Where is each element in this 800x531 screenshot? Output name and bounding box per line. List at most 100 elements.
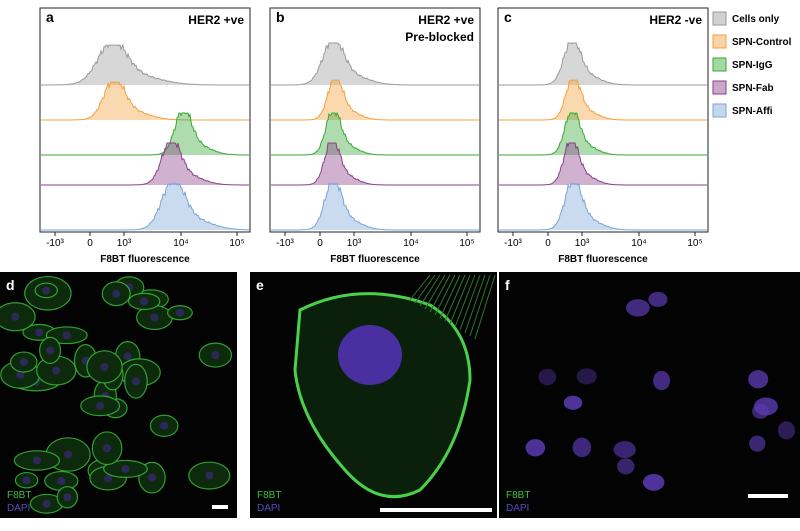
histogram bbox=[41, 142, 249, 186]
nucleus bbox=[52, 366, 61, 375]
panel-frame bbox=[269, 7, 481, 233]
nucleus bbox=[653, 370, 671, 391]
nucleus bbox=[96, 401, 105, 410]
nucleus bbox=[64, 450, 73, 459]
x-tick-label: 10³ bbox=[347, 238, 362, 249]
nucleus bbox=[57, 476, 66, 485]
panel-title: HER2 +ve bbox=[188, 13, 244, 27]
panel-title: HER2 -ve bbox=[649, 13, 702, 27]
legend-label: SPN-Control bbox=[732, 37, 792, 48]
micrograph: e F8BT DAPI bbox=[250, 272, 497, 518]
histogram bbox=[499, 182, 707, 231]
micrograph: d F8BT DAPI bbox=[0, 272, 237, 518]
nucleus bbox=[22, 476, 31, 485]
nucleus bbox=[160, 421, 169, 430]
x-tick-label: -10³ bbox=[504, 238, 522, 249]
histogram bbox=[499, 42, 707, 86]
image-letter: d bbox=[6, 277, 15, 293]
nucleus bbox=[62, 331, 71, 340]
histogram bbox=[41, 112, 249, 156]
histogram bbox=[499, 142, 707, 186]
filopodium bbox=[424, 274, 446, 310]
nucleus bbox=[777, 421, 796, 440]
histogram-panel: b HER2 +ve Pre-blocked -10³ 0 10³ 10⁴ 10⁵ F8BT f… bbox=[269, 7, 481, 265]
histogram bbox=[271, 112, 479, 156]
scale-bar bbox=[748, 494, 788, 498]
cell bbox=[293, 292, 472, 499]
nucleus bbox=[572, 437, 592, 458]
legend-swatch bbox=[712, 34, 727, 49]
nucleus bbox=[140, 297, 149, 306]
histogram bbox=[271, 79, 479, 121]
filopodium bbox=[454, 274, 476, 328]
nucleus bbox=[175, 308, 184, 317]
legend-swatch bbox=[712, 57, 727, 72]
nucleus bbox=[752, 403, 769, 419]
nucleus bbox=[147, 473, 156, 482]
nucleus bbox=[748, 370, 769, 389]
filopodium bbox=[459, 274, 481, 331]
nucleus bbox=[11, 312, 20, 321]
channel-label: F8BT bbox=[506, 490, 530, 501]
image-letter: e bbox=[256, 277, 264, 293]
panel-letter: a bbox=[46, 9, 54, 25]
nucleus bbox=[648, 291, 668, 307]
panel-frame bbox=[39, 7, 251, 233]
legend-swatch bbox=[712, 11, 727, 26]
panel-frame bbox=[497, 7, 709, 233]
nucleus bbox=[625, 299, 650, 317]
channel-label: F8BT bbox=[257, 490, 281, 501]
filopodium bbox=[439, 274, 461, 319]
x-tick-label: 10⁴ bbox=[173, 238, 188, 249]
histogram bbox=[271, 142, 479, 186]
nucleus bbox=[576, 368, 597, 385]
nucleus bbox=[131, 377, 140, 386]
nucleus bbox=[563, 395, 583, 410]
nucleus bbox=[42, 499, 51, 508]
channel-label: DAPI bbox=[7, 503, 30, 514]
histogram bbox=[271, 183, 479, 231]
nucleus bbox=[205, 471, 214, 480]
nucleus bbox=[63, 493, 72, 502]
x-tick-label: 10⁴ bbox=[403, 238, 418, 249]
legend-label: Cells only bbox=[732, 14, 780, 25]
x-tick-label: 0 bbox=[87, 238, 93, 249]
x-axis-label: F8BT fluorescence bbox=[330, 254, 420, 265]
image-letter: f bbox=[505, 277, 510, 293]
nucleus bbox=[103, 444, 112, 453]
legend-label: SPN-Fab bbox=[732, 83, 774, 94]
channel-label: DAPI bbox=[257, 503, 280, 514]
histogram bbox=[271, 42, 479, 86]
channel-label: F8BT bbox=[7, 490, 31, 501]
filopodium bbox=[414, 274, 436, 304]
histogram bbox=[41, 183, 250, 231]
nucleus bbox=[538, 368, 557, 386]
nucleus bbox=[19, 358, 28, 367]
histogram bbox=[41, 43, 249, 86]
nucleus bbox=[16, 370, 25, 379]
filopodium bbox=[469, 274, 491, 337]
nucleus bbox=[525, 439, 546, 457]
nucleus bbox=[42, 286, 51, 295]
nucleus bbox=[104, 474, 113, 483]
nucleus bbox=[100, 362, 109, 371]
filopodium bbox=[429, 274, 451, 313]
panel-title: HER2 +ve bbox=[418, 13, 474, 27]
x-tick-label: 10⁴ bbox=[631, 238, 646, 249]
nucleus bbox=[613, 441, 636, 459]
histogram-panel: c HER2 -ve -10³ 0 10³ 10⁴ 10⁵ F8BT fluorescence bbox=[497, 7, 709, 265]
scale-bar bbox=[212, 505, 228, 509]
nucleus bbox=[617, 458, 635, 475]
x-tick-label: -10³ bbox=[276, 238, 294, 249]
nucleus bbox=[338, 325, 402, 385]
panel-letter: b bbox=[276, 9, 285, 25]
filopodium bbox=[449, 274, 471, 325]
nucleus bbox=[35, 328, 44, 337]
filopodium bbox=[444, 274, 466, 322]
x-axis-label: F8BT fluorescence bbox=[558, 254, 648, 265]
x-tick-label: 10⁵ bbox=[687, 238, 702, 249]
nucleus bbox=[211, 351, 220, 360]
filopodium bbox=[474, 274, 496, 340]
